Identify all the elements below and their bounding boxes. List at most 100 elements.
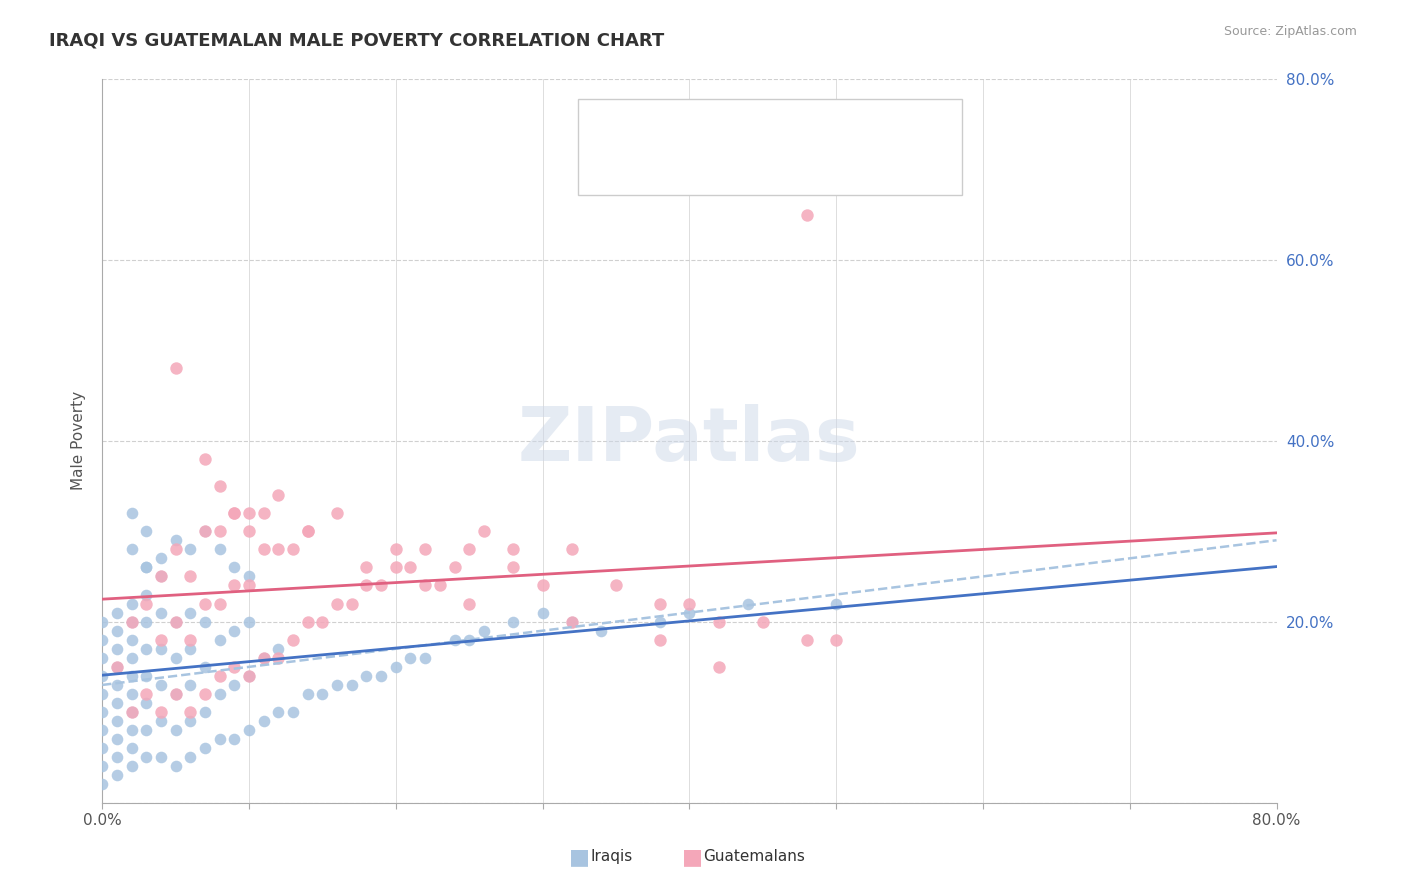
Point (281, 705, 304, 719)
Point (121, 542, 143, 557)
Point (135, 587, 157, 601)
Point (385, 560, 408, 574)
Point (91, 650, 114, 665)
Point (105, 732, 128, 747)
Point (121, 705, 143, 719)
Point (208, 524, 231, 539)
Point (253, 506, 276, 520)
Point (238, 506, 260, 520)
Text: Guatemalans: Guatemalans (703, 849, 804, 864)
Point (413, 578, 436, 592)
Point (399, 650, 422, 665)
Point (224, 624, 246, 638)
Point (796, 632, 818, 647)
Text: N = 104: N = 104 (801, 115, 870, 133)
Point (179, 542, 201, 557)
Point (281, 542, 304, 557)
Point (238, 524, 260, 539)
Point (561, 615, 583, 629)
Point (135, 560, 157, 574)
Point (208, 479, 231, 493)
Point (91, 669, 114, 683)
Point (149, 551, 172, 566)
Point (149, 606, 172, 620)
Point (179, 641, 201, 656)
Text: R = 0.076: R = 0.076 (633, 115, 716, 133)
Point (825, 597, 848, 611)
Point (91, 615, 114, 629)
Point (194, 741, 217, 756)
Point (648, 597, 671, 611)
Point (105, 624, 128, 638)
Point (253, 714, 276, 728)
Point (179, 705, 201, 719)
Point (429, 578, 451, 592)
Point (678, 606, 700, 620)
Point (224, 506, 246, 520)
Point (253, 650, 276, 665)
Point (297, 615, 319, 629)
Point (105, 660, 128, 674)
Point (370, 669, 392, 683)
Point (326, 506, 349, 520)
Text: ■: ■ (569, 847, 591, 867)
Point (149, 569, 172, 583)
Point (340, 597, 363, 611)
Y-axis label: Male Poverty: Male Poverty (72, 392, 86, 491)
Point (135, 597, 157, 611)
Point (458, 632, 481, 647)
Point (678, 597, 700, 611)
Point (648, 615, 671, 629)
Point (194, 451, 217, 466)
Point (502, 615, 524, 629)
Point (443, 632, 465, 647)
Point (91, 741, 114, 756)
Point (165, 687, 187, 701)
Point (267, 650, 290, 665)
Point (179, 750, 201, 764)
Point (458, 542, 481, 557)
Point (238, 723, 260, 738)
Point (224, 578, 246, 592)
Point (149, 632, 172, 647)
Point (238, 569, 260, 583)
Point (356, 578, 378, 592)
Text: N =  74: N = 74 (801, 153, 865, 170)
Point (135, 696, 157, 710)
Point (121, 759, 143, 773)
Point (135, 615, 157, 629)
Point (208, 669, 231, 683)
Point (472, 624, 495, 638)
Point (165, 615, 187, 629)
Point (91, 705, 114, 719)
Point (561, 542, 583, 557)
Point (737, 597, 759, 611)
Point (238, 669, 260, 683)
Text: R = 0.387: R = 0.387 (633, 153, 716, 170)
Point (224, 660, 246, 674)
Point (208, 732, 231, 747)
Point (194, 524, 217, 539)
Point (135, 723, 157, 738)
Point (370, 578, 392, 592)
Point (297, 687, 319, 701)
Point (281, 632, 304, 647)
Point (105, 750, 128, 764)
Point (149, 678, 172, 692)
Point (502, 542, 524, 557)
Point (194, 597, 217, 611)
Point (458, 597, 481, 611)
Point (179, 714, 201, 728)
Point (356, 669, 378, 683)
Point (135, 687, 157, 701)
Point (149, 714, 172, 728)
Point (825, 632, 848, 647)
Point (238, 578, 260, 592)
Point (648, 632, 671, 647)
Point (385, 660, 408, 674)
Point (385, 542, 408, 557)
Text: Source: ZipAtlas.com: Source: ZipAtlas.com (1223, 25, 1357, 38)
Point (194, 687, 217, 701)
Point (531, 606, 554, 620)
Point (224, 732, 246, 747)
